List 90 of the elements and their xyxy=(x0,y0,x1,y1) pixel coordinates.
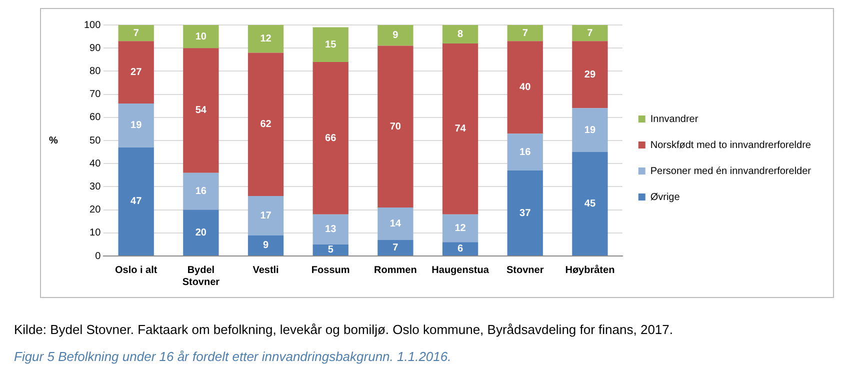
text: Figur 5 Befolkning under 16 år fordelt etter innvandringsbakgrunn. 1.1.2016. xyxy=(14,349,452,364)
data-label: 40 xyxy=(520,82,532,94)
bar xyxy=(572,152,608,256)
data-label: 66 xyxy=(325,132,337,144)
bar xyxy=(183,210,219,256)
bar xyxy=(378,240,414,256)
bar xyxy=(442,242,478,256)
y-tick-label: 70 xyxy=(90,89,102,100)
bar xyxy=(248,196,284,236)
bar xyxy=(572,41,608,108)
bar xyxy=(312,62,348,214)
data-label: 5 xyxy=(328,244,334,256)
y-axis-title: % xyxy=(49,135,58,146)
bar xyxy=(118,147,154,256)
bar xyxy=(572,108,608,152)
x-tick-label: Bydel Stovner xyxy=(182,264,220,288)
data-label: 19 xyxy=(584,124,596,136)
bar xyxy=(507,134,543,171)
legend-label: Øvrige xyxy=(650,192,680,203)
legend-label: Norskfødt med to innvandrerforeldre xyxy=(650,140,812,151)
data-label: 16 xyxy=(195,186,207,198)
data-label: 54 xyxy=(195,105,207,116)
x-tick-label: Oslo i alt xyxy=(114,264,158,276)
bar xyxy=(442,25,478,44)
data-label: 47 xyxy=(130,196,142,208)
data-label: 12 xyxy=(260,34,272,45)
data-label: 7 xyxy=(133,28,140,39)
data-label: 70 xyxy=(390,121,402,132)
bar xyxy=(442,43,478,214)
bar xyxy=(248,52,284,196)
bar xyxy=(507,25,543,42)
data-label: 37 xyxy=(520,208,532,219)
y-tick-label: 20 xyxy=(90,204,102,216)
y-tick-label: 30 xyxy=(90,181,102,192)
x-tick-label: Vestli xyxy=(252,264,280,276)
bar xyxy=(183,172,219,210)
bar xyxy=(312,244,348,256)
data-label: 20 xyxy=(195,227,207,238)
text: Kilde: Bydel Stovner. Faktaark om befolkning, levekår og bomiljø. Oslo kommune, Byrådsavdeling for finans, 2017. xyxy=(14,322,674,337)
bar xyxy=(118,25,154,42)
data-label: 15 xyxy=(325,39,337,50)
bar xyxy=(507,41,543,134)
data-label: 13 xyxy=(325,224,337,236)
bar xyxy=(248,25,284,53)
bar xyxy=(248,235,284,256)
y-tick-label: 10 xyxy=(90,228,102,239)
bar xyxy=(312,27,348,62)
bar xyxy=(118,41,154,104)
bar xyxy=(378,46,414,208)
y-tick-label: 100 xyxy=(84,20,102,31)
bar xyxy=(442,214,478,242)
bar xyxy=(378,25,414,46)
data-label: 9 xyxy=(262,240,269,252)
data-label: 7 xyxy=(392,242,399,254)
bar xyxy=(572,25,608,42)
x-tick-label: Høybråten xyxy=(565,264,615,276)
data-label: 6 xyxy=(457,244,464,255)
bar xyxy=(118,104,154,148)
y-tick-label: 60 xyxy=(90,112,102,124)
y-tick-label: 40 xyxy=(90,158,102,170)
data-label: 8 xyxy=(457,28,464,40)
bar xyxy=(312,214,348,244)
data-label: 7 xyxy=(522,28,528,39)
y-tick-label: 90 xyxy=(90,42,102,54)
data-label: 16 xyxy=(520,146,532,158)
legend-label: Innvandrer xyxy=(650,114,699,125)
data-label: 45 xyxy=(584,198,596,210)
bar xyxy=(507,170,543,256)
data-label: 10 xyxy=(195,31,207,42)
data-label: 12 xyxy=(454,223,466,234)
bar xyxy=(183,48,219,173)
data-label: 62 xyxy=(260,119,272,130)
legend-label: Personer med én innvandrerforelder xyxy=(650,166,812,177)
data-label: 9 xyxy=(392,30,399,42)
y-tick-label: 50 xyxy=(90,135,102,146)
data-label: 27 xyxy=(130,67,142,78)
y-tick-label: 80 xyxy=(90,66,102,77)
data-label: 14 xyxy=(390,218,402,230)
x-tick-label: Fossum xyxy=(311,264,350,276)
bar xyxy=(378,207,414,240)
y-tick-label: 0 xyxy=(95,250,102,262)
x-tick-label: Stovner xyxy=(506,264,544,276)
data-label: 7 xyxy=(587,28,594,39)
x-tick-label: Haugenstua xyxy=(432,264,490,276)
x-tick-label: Rommen xyxy=(374,264,417,276)
data-label: 17 xyxy=(260,210,272,222)
data-label: 74 xyxy=(454,124,466,135)
bar xyxy=(183,25,219,48)
data-label: 29 xyxy=(584,69,596,80)
data-label: 19 xyxy=(130,120,142,132)
